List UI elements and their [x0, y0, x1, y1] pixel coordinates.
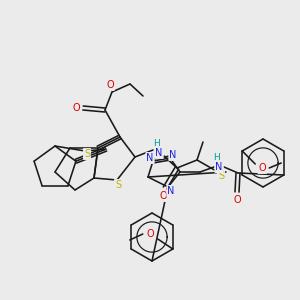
- Text: N: N: [169, 150, 177, 160]
- Text: H: H: [213, 154, 219, 163]
- Text: N: N: [155, 148, 163, 158]
- Text: O: O: [106, 80, 114, 90]
- Text: O: O: [147, 229, 154, 239]
- Text: S: S: [84, 149, 90, 159]
- Text: O: O: [159, 191, 167, 201]
- Text: O: O: [233, 195, 241, 205]
- Text: N: N: [146, 153, 154, 163]
- Text: N: N: [167, 186, 175, 196]
- Text: N: N: [215, 162, 223, 172]
- Text: H: H: [154, 139, 160, 148]
- Text: O: O: [258, 163, 266, 173]
- Text: S: S: [218, 171, 224, 181]
- Text: O: O: [72, 103, 80, 113]
- Text: S: S: [115, 180, 121, 190]
